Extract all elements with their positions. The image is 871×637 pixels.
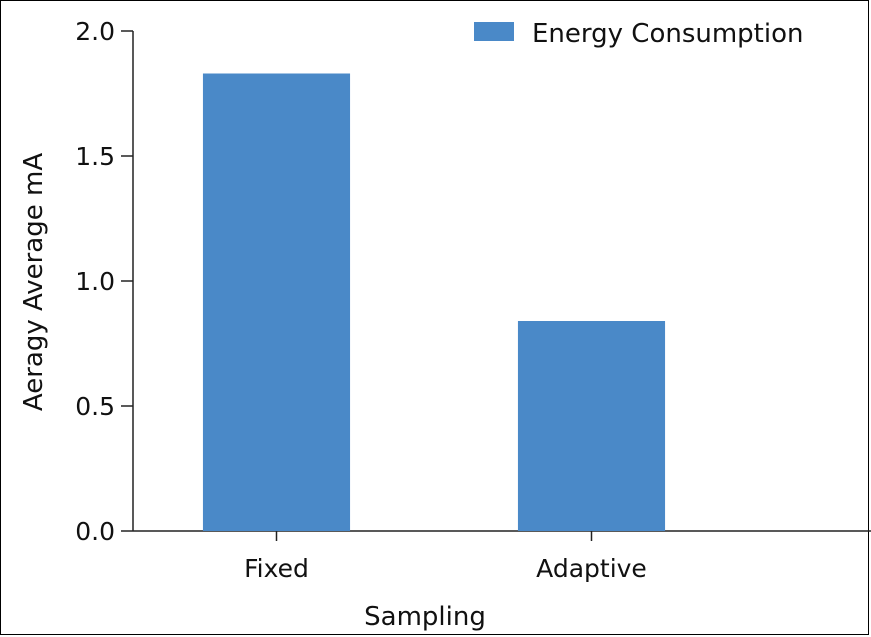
x-axis: Fixed Adaptive (133, 530, 871, 583)
bar-adaptive (517, 321, 666, 531)
y-tick-label: 1.0 (75, 267, 115, 296)
y-axis-title: Aeragy Average mA (19, 153, 49, 411)
y-axis: 0.0 0.5 1.0 1.5 2.0 (75, 17, 134, 546)
legend-swatch (474, 22, 514, 41)
legend-label: Energy Consumption (532, 19, 804, 49)
y-tick-label: 2.0 (75, 17, 115, 46)
y-tick-label: 1.5 (75, 142, 115, 171)
y-tick-label: 0.5 (75, 392, 115, 421)
legend: Energy Consumption (474, 19, 804, 49)
x-tick-label: Adaptive (536, 554, 647, 583)
bars (202, 73, 666, 531)
bar-fixed (202, 73, 351, 531)
y-tick-label: 0.0 (75, 517, 115, 546)
x-axis-title: Sampling (364, 602, 486, 632)
x-tick-label: Fixed (244, 554, 309, 583)
